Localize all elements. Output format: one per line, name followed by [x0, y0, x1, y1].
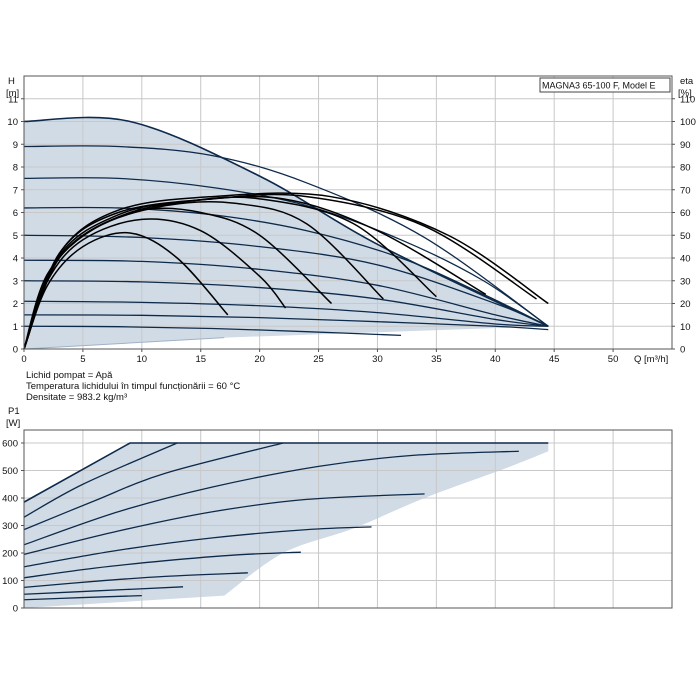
bottom-y-tick-label: 400	[2, 494, 18, 505]
top-x-tick-label: 45	[549, 354, 560, 365]
head-curve	[23, 325, 402, 336]
power-curve	[23, 450, 519, 546]
bottom-y-tick-label: 100	[2, 576, 18, 587]
head-curve	[23, 300, 549, 327]
bottom-y-axis-label: P1	[8, 406, 20, 417]
top-y2-tick-label: 60	[680, 208, 691, 219]
fluid-note: Densitate = 983.2 kg/m³	[26, 392, 127, 403]
top-y-tick-label: 10	[7, 117, 18, 128]
model-name: MAGNA3 65-100 F, Model E	[542, 81, 656, 91]
power-curve	[23, 442, 284, 531]
top-x-tick-label: 25	[313, 354, 324, 365]
bottom-y-tick-label: 0	[13, 604, 18, 615]
power-curve	[23, 442, 549, 503]
top-y2-axis-unit: [%]	[678, 88, 692, 99]
top-y2-tick-label: 10	[680, 322, 691, 333]
model-box	[539, 77, 671, 93]
power-curve	[23, 586, 184, 595]
bottom-plot-frame	[23, 429, 673, 609]
bottom-y-tick-label: 500	[2, 466, 18, 477]
top-x-tick-label: 0	[21, 354, 26, 365]
head-curve	[23, 116, 549, 327]
power-curve	[23, 551, 301, 579]
top-y-tick-label: 8	[13, 163, 18, 174]
top-y2-tick-label: 90	[680, 140, 691, 151]
top-x-tick-label: 15	[195, 354, 206, 365]
top-x-tick-label: 35	[431, 354, 442, 365]
top-x-tick-label: 10	[137, 354, 148, 365]
fluid-note: Temperatura lichidului în timpul funcțio…	[26, 381, 240, 392]
top-y2-tick-label: 0	[680, 345, 685, 356]
top-x-tick-label: 5	[80, 354, 85, 365]
top-y2-tick-label: 40	[680, 254, 691, 265]
top-region-lower-edge	[23, 337, 225, 350]
power-curve	[23, 526, 372, 568]
top-y-tick-label: 11	[8, 94, 18, 105]
head-curve	[23, 206, 549, 327]
top-y-tick-label: 2	[13, 299, 18, 310]
fluid-note: Lichid pompat = Apă	[26, 370, 113, 381]
power-curve	[23, 493, 425, 556]
top-y2-tick-label: 30	[680, 276, 691, 287]
top-y-axis-label: H	[8, 76, 15, 87]
bottom-y-tick-label: 600	[2, 439, 18, 450]
top-y-tick-label: 9	[13, 140, 18, 151]
head-curve	[23, 280, 549, 327]
top-y2-tick-label: 70	[680, 185, 691, 196]
power-curve	[23, 442, 178, 518]
top-y-tick-label: 4	[13, 254, 18, 265]
top-y2-tick-label: 50	[680, 231, 691, 242]
top-operating-region	[24, 117, 549, 350]
top-x-axis-label: Q [m³/h]	[634, 354, 668, 365]
power-curve	[23, 572, 248, 589]
efficiency-curve	[23, 200, 384, 350]
top-x-tick-label: 50	[608, 354, 619, 365]
top-y2-tick-label: 110	[680, 94, 695, 105]
top-x-tick-label: 30	[372, 354, 383, 365]
top-y-axis-unit: [m]	[6, 88, 19, 99]
top-y2-tick-label: 20	[680, 299, 691, 310]
bottom-y-axis-unit: [W]	[6, 418, 20, 429]
top-y-tick-label: 3	[13, 276, 18, 287]
top-y-tick-label: 1	[13, 322, 18, 333]
head-curve	[23, 177, 549, 327]
top-y2-tick-label: 80	[680, 163, 691, 174]
head-curve	[23, 145, 549, 327]
top-x-tick-label: 20	[254, 354, 265, 365]
efficiency-curve	[23, 192, 549, 350]
bottom-y-tick-label: 300	[2, 521, 18, 532]
top-y-tick-label: 7	[13, 185, 18, 196]
head-curve	[23, 259, 549, 327]
head-curve	[23, 314, 549, 331]
bottom-y-tick-label: 200	[2, 549, 18, 560]
power-curve	[23, 594, 142, 601]
head-curve	[23, 234, 549, 327]
top-x-tick-label: 40	[490, 354, 501, 365]
efficiency-curve	[23, 231, 229, 350]
top-y-tick-label: 0	[13, 345, 18, 356]
top-y2-tick-label: 100	[680, 117, 696, 128]
top-y-tick-label: 5	[13, 231, 18, 242]
top-y2-axis-label: eta	[680, 76, 694, 87]
top-y-tick-label: 6	[13, 208, 18, 219]
